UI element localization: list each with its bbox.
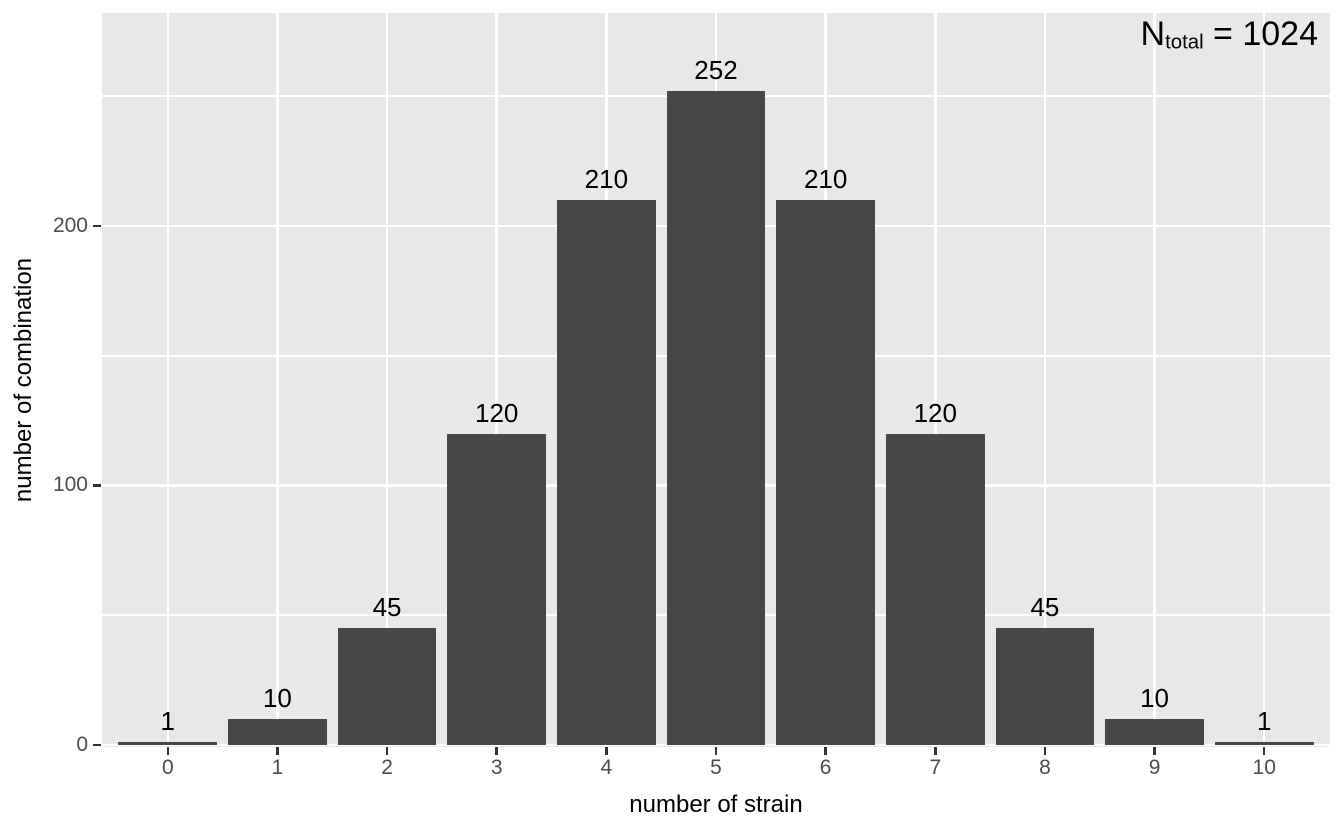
x-tick-mark: [1262, 747, 1266, 755]
bar-value-label: 10: [262, 683, 292, 714]
gridline-major-x: [1262, 13, 1266, 747]
x-axis-title: number of strain: [629, 791, 803, 818]
x-tick-mark: [714, 747, 718, 755]
x-tick-mark: [276, 747, 279, 755]
y-tick-mark: [93, 743, 101, 747]
bar: [776, 199, 875, 745]
y-tick-label: 100: [52, 473, 88, 497]
x-tick-mark: [166, 747, 170, 755]
plot-panel: 1 10 45 120 210 252 210 120 45 10 1: [102, 13, 1330, 747]
x-tick-mark: [934, 747, 937, 755]
gridline-major-x: [1153, 13, 1156, 747]
bar-value-label: 45: [1030, 592, 1060, 623]
bar-value-label: 10: [1140, 683, 1170, 714]
x-tick-label: 5: [710, 756, 722, 779]
bar: [885, 433, 985, 745]
x-tick-label: 10: [1252, 756, 1276, 779]
bar-value-label: 120: [475, 397, 519, 428]
bar-value-label: 120: [913, 397, 957, 428]
x-tick-label: 3: [490, 756, 503, 779]
y-tick-label: 200: [52, 213, 88, 237]
y-tick-label: 0: [76, 733, 88, 756]
x-tick-mark: [495, 747, 498, 755]
gridline-major-x: [276, 13, 279, 747]
annotation-base: N: [1140, 15, 1166, 53]
bar: [1105, 719, 1204, 745]
x-tick-label: 0: [161, 756, 174, 779]
x-tick-label: 9: [1148, 756, 1161, 779]
bar: [228, 719, 327, 745]
bar-value-label: 1: [1256, 706, 1272, 737]
x-tick-label: 6: [819, 756, 832, 779]
bar-value-label: 210: [584, 163, 629, 194]
bar: [447, 433, 547, 745]
gridline-major-x: [385, 13, 389, 747]
x-tick-label: 8: [1039, 756, 1051, 779]
gridline-major-x: [166, 13, 170, 747]
bar: [995, 628, 1095, 745]
y-tick-mark: [93, 224, 101, 228]
annotation-subscript: total: [1165, 31, 1204, 54]
y-axis-title: number of combination: [10, 257, 37, 503]
x-tick-mark: [385, 747, 389, 755]
x-tick-mark: [1043, 747, 1047, 755]
x-tick-label: 4: [600, 756, 613, 779]
bar-value-label: 210: [803, 163, 848, 194]
bar-value-label: 252: [694, 54, 738, 85]
x-tick-mark: [824, 747, 827, 755]
gridline-major-x: [495, 13, 498, 747]
x-tick-label: 1: [271, 756, 284, 779]
x-tick-mark: [1153, 747, 1156, 755]
bar-value-label: 45: [372, 592, 402, 623]
bar-value-label: 1: [160, 706, 176, 737]
x-tick-label: 2: [381, 756, 393, 779]
x-tick-label: 7: [929, 756, 942, 779]
x-tick-mark: [605, 747, 608, 755]
gridline-major-x: [1043, 13, 1047, 747]
bar: [557, 199, 656, 745]
bar: [118, 742, 218, 745]
annotation-rest: = 1024: [1203, 15, 1318, 53]
y-tick-mark: [93, 484, 101, 487]
bar: [337, 628, 437, 745]
total-count-annotation: Ntotal = 1024: [1141, 15, 1319, 62]
gridline-major-x: [934, 13, 937, 747]
bar: [1214, 742, 1314, 745]
bar: [666, 90, 766, 745]
